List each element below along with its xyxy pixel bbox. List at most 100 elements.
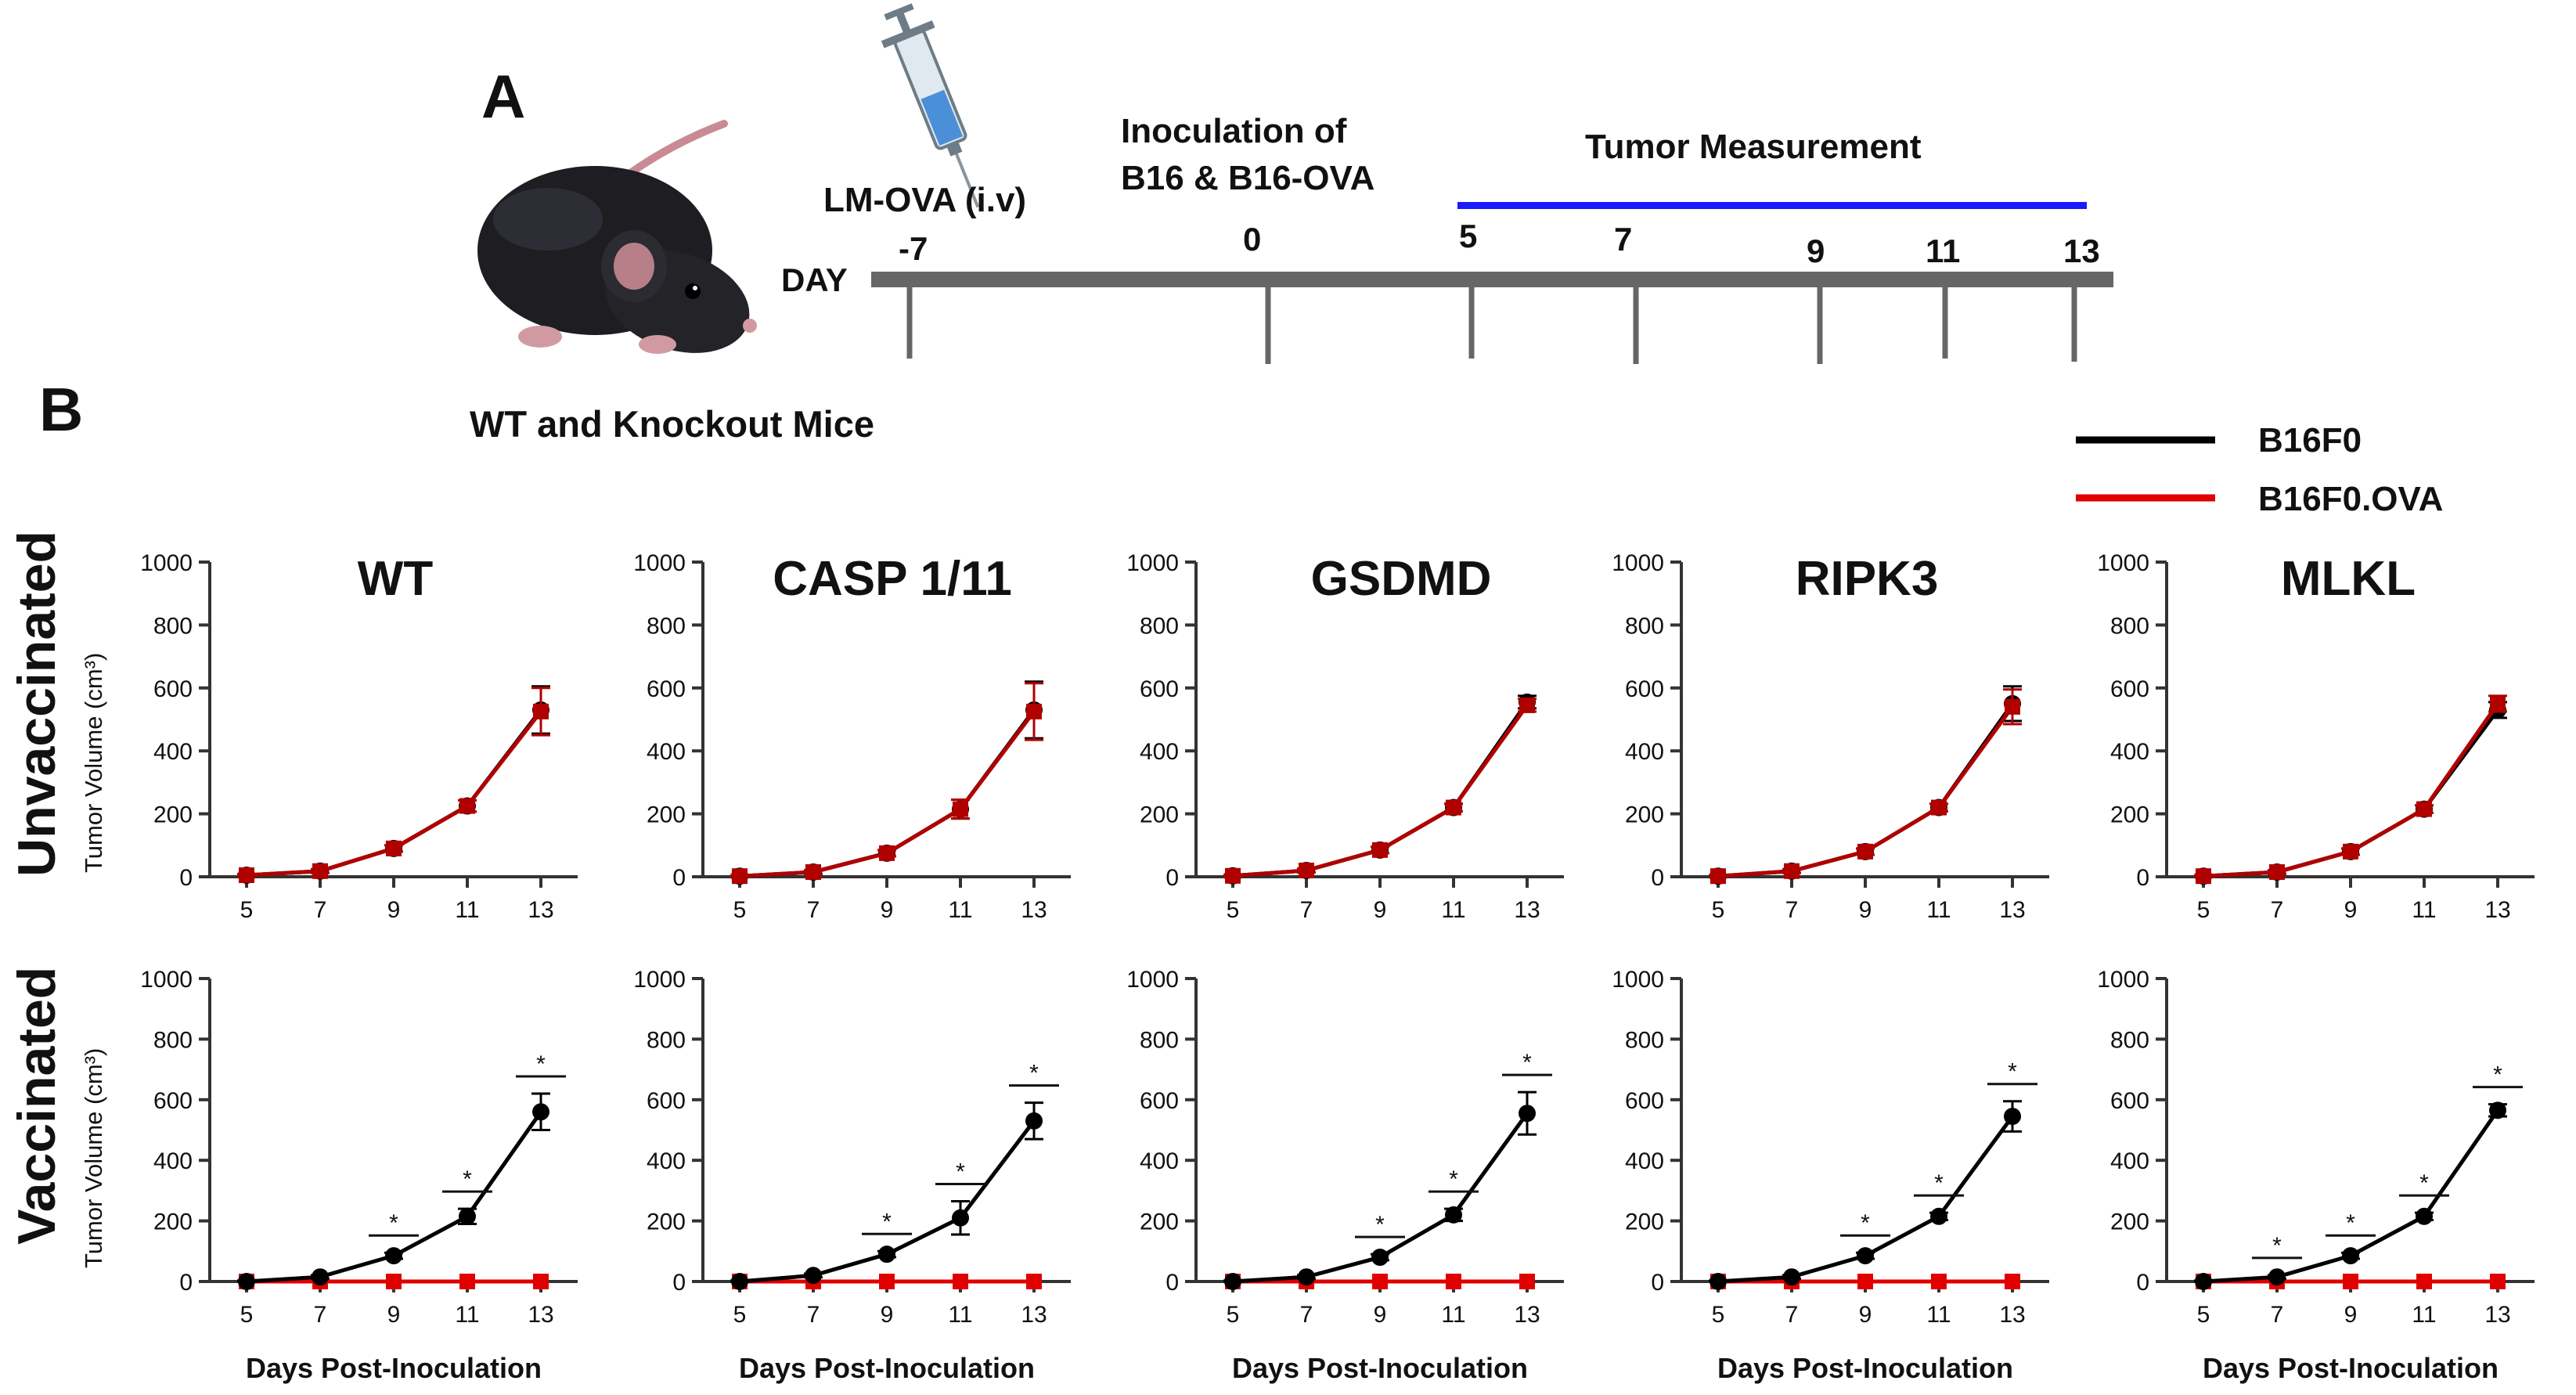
point-b16f0-vaccinated-0 <box>532 1103 549 1121</box>
point-b16f0-ova-vaccinated-1 <box>879 1274 895 1289</box>
y-tick-label-vaccinated-0: 400 <box>153 1148 193 1174</box>
y-tick-label-vaccinated-3: 400 <box>1625 1148 1664 1174</box>
significance-star-vaccinated-2: * <box>1522 1050 1532 1076</box>
point-b16f0-vaccinated-2 <box>1519 1105 1536 1123</box>
chart-unvaccinated-2: GSDMD 0 200 400 600 800 1000 5 7 9 11 13 <box>1126 550 1564 923</box>
significance-star-vaccinated-0: * <box>536 1051 546 1077</box>
point-b16f0-vaccinated-0 <box>238 1273 255 1290</box>
y-tick-label-unvaccinated-3: 1000 <box>1612 550 1664 576</box>
x-tick-label-unvaccinated-2: 9 <box>1374 897 1387 923</box>
measurement-label: Tumor Measurement <box>1585 128 1922 166</box>
point-b16f0-vaccinated-0 <box>459 1207 476 1225</box>
x-tick-label-vaccinated-0: 13 <box>528 1302 553 1328</box>
point-b16f0-vaccinated-4 <box>2342 1247 2359 1265</box>
y-tick-label-unvaccinated-0: 400 <box>153 739 193 765</box>
x-axis-label-vaccinated-1: Days Post-Inoculation <box>739 1352 1035 1384</box>
x-tick-label-unvaccinated-4: 7 <box>2271 897 2284 923</box>
point-b16f0-ova-unvaccinated-0 <box>386 840 402 856</box>
point-b16f0-vaccinated-1 <box>952 1209 969 1227</box>
y-tick-label-vaccinated-2: 200 <box>1140 1209 1179 1235</box>
x-tick-label-vaccinated-4: 13 <box>2484 1302 2510 1328</box>
y-tick-label-unvaccinated-0: 600 <box>153 676 193 702</box>
chart-vaccinated-4: 0 200 400 600 800 1000 5 7 9 11 13 Days Post-Inocul… <box>2097 967 2535 1384</box>
x-tick-label-vaccinated-2: 11 <box>1441 1302 1465 1328</box>
y-tick-label-unvaccinated-2: 200 <box>1140 802 1179 828</box>
significance-star-vaccinated-4: * <box>2419 1170 2429 1196</box>
point-b16f0-ova-unvaccinated-1 <box>805 863 821 880</box>
x-tick-label-vaccinated-1: 11 <box>948 1302 972 1328</box>
point-b16f0-ova-unvaccinated-4 <box>2490 695 2506 712</box>
chart-vaccinated-1: 0 200 400 600 800 1000 5 7 9 11 13 Days Post-Inocul… <box>633 967 1071 1384</box>
x-tick-label-unvaccinated-2: 7 <box>1300 897 1313 923</box>
point-b16f0-ova-unvaccinated-3 <box>2005 698 2020 715</box>
point-b16f0-vaccinated-0 <box>385 1247 402 1265</box>
x-tick-label-unvaccinated-4: 11 <box>2412 897 2436 923</box>
y-tick-label-unvaccinated-0: 0 <box>179 865 193 891</box>
x-tick-label-unvaccinated-1: 13 <box>1021 897 1047 923</box>
x-tick-label-vaccinated-1: 5 <box>733 1302 747 1328</box>
x-tick-label-vaccinated-2: 5 <box>1227 1302 1240 1328</box>
significance-star-vaccinated-2: * <box>1375 1212 1385 1238</box>
x-tick-label-unvaccinated-0: 11 <box>455 897 479 923</box>
x-tick-label-unvaccinated-0: 5 <box>240 897 254 923</box>
point-b16f0-ova-unvaccinated-2 <box>1519 697 1535 713</box>
y-tick-label-vaccinated-4: 400 <box>2110 1148 2149 1174</box>
x-tick-label-unvaccinated-0: 9 <box>387 897 401 923</box>
x-tick-label-vaccinated-4: 11 <box>2412 1302 2436 1328</box>
point-b16f0-ova-unvaccinated-1 <box>732 868 748 885</box>
y-tick-label-vaccinated-2: 1000 <box>1126 967 1179 993</box>
x-axis-label-vaccinated-0: Days Post-Inoculation <box>246 1352 542 1384</box>
x-axis-label-vaccinated-2: Days Post-Inoculation <box>1232 1352 1528 1384</box>
x-axis-label-vaccinated-4: Days Post-Inoculation <box>2203 1352 2499 1384</box>
panel-b-letter: B <box>39 375 83 444</box>
y-tick-label-vaccinated-0: 0 <box>179 1270 193 1296</box>
timeline-day-11: 11 <box>1926 232 1960 269</box>
point-b16f0-ova-unvaccinated-0 <box>312 863 328 879</box>
y-tick-label-vaccinated-4: 1000 <box>2097 967 2149 993</box>
point-b16f0-ova-vaccinated-4 <box>2343 1274 2358 1289</box>
y-tick-label-unvaccinated-0: 800 <box>153 613 193 639</box>
inoculation-label-line2: B16 & B16-OVA <box>1121 159 1374 197</box>
point-b16f0-vaccinated-1 <box>805 1267 822 1285</box>
point-b16f0-ova-vaccinated-3 <box>2005 1274 2020 1289</box>
x-tick-label-vaccinated-0: 5 <box>240 1302 254 1328</box>
y-tick-label-unvaccinated-4: 0 <box>2136 865 2149 891</box>
y-axis-label-vaccinated: Tumor Volume (cm³) <box>80 1048 107 1268</box>
x-tick-label-vaccinated-4: 7 <box>2271 1302 2284 1328</box>
y-tick-label-vaccinated-1: 400 <box>647 1148 686 1174</box>
point-b16f0-vaccinated-3 <box>1783 1268 1800 1286</box>
point-b16f0-ova-unvaccinated-2 <box>1372 842 1388 858</box>
mouse-illustration <box>477 120 757 354</box>
point-b16f0-vaccinated-4 <box>2268 1268 2286 1286</box>
y-tick-label-vaccinated-1: 1000 <box>633 967 686 993</box>
point-b16f0-ova-vaccinated-2 <box>1446 1274 1461 1289</box>
panel-a-caption: WT and Knockout Mice <box>470 403 874 445</box>
chart-title-unvaccinated-0: WT <box>358 552 434 606</box>
timeline-day-13: 13 <box>2063 232 2100 269</box>
point-b16f0-ova-unvaccinated-3 <box>1857 843 1873 860</box>
y-tick-label-vaccinated-4: 200 <box>2110 1209 2149 1235</box>
point-b16f0-ova-unvaccinated-1 <box>953 801 968 817</box>
point-b16f0-vaccinated-0 <box>312 1268 329 1286</box>
y-tick-label-unvaccinated-4: 200 <box>2110 802 2149 828</box>
x-tick-label-vaccinated-3: 11 <box>1926 1302 1951 1328</box>
timeline-bar <box>871 272 2113 287</box>
point-b16f0-ova-unvaccinated-4 <box>2196 868 2211 885</box>
legend: B16F0 B16F0.OVA <box>2076 421 2443 518</box>
point-b16f0-ova-vaccinated-0 <box>386 1274 402 1289</box>
y-tick-label-unvaccinated-3: 400 <box>1625 739 1664 765</box>
y-tick-label-vaccinated-1: 200 <box>647 1209 686 1235</box>
x-tick-label-unvaccinated-2: 11 <box>1441 897 1465 923</box>
y-tick-label-unvaccinated-3: 0 <box>1651 865 1664 891</box>
vaccine-label: LM-OVA (i.v) <box>823 181 1026 219</box>
x-tick-label-unvaccinated-1: 9 <box>881 897 894 923</box>
significance-star-vaccinated-1: * <box>956 1159 965 1184</box>
point-b16f0-ova-unvaccinated-1 <box>879 845 895 861</box>
y-tick-label-vaccinated-4: 800 <box>2110 1027 2149 1053</box>
x-tick-label-vaccinated-0: 9 <box>387 1302 401 1328</box>
y-tick-label-unvaccinated-4: 600 <box>2110 676 2149 702</box>
x-tick-label-unvaccinated-4: 5 <box>2197 897 2210 923</box>
y-tick-label-unvaccinated-2: 800 <box>1140 613 1179 639</box>
x-tick-label-vaccinated-2: 13 <box>1514 1302 1540 1328</box>
